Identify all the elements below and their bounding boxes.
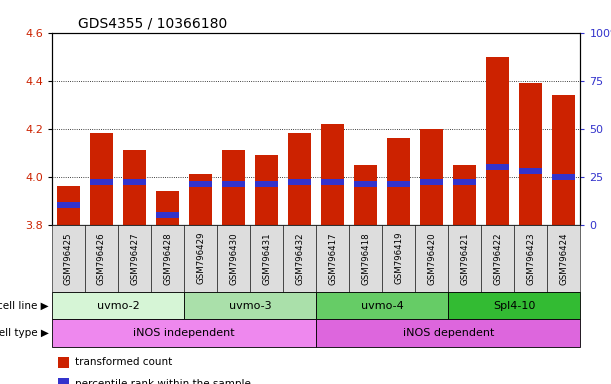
Bar (519, 83, 543, 225)
Text: cell line ▶: cell line ▶ (0, 301, 49, 311)
Text: GSM796426: GSM796426 (97, 232, 106, 285)
Text: GSM796417: GSM796417 (328, 232, 337, 285)
Text: GSM796425: GSM796425 (64, 232, 73, 285)
Text: transformed count: transformed count (75, 358, 172, 367)
Bar (486, 56, 510, 225)
Bar (90, 134, 113, 225)
Bar (321, 179, 344, 185)
Bar (453, 179, 477, 185)
Bar (453, 165, 477, 225)
Bar (288, 179, 311, 185)
Bar (288, 134, 311, 225)
Bar (222, 150, 245, 225)
Text: GSM796418: GSM796418 (361, 232, 370, 285)
Text: Spl4-10: Spl4-10 (493, 301, 536, 311)
Text: GSM796430: GSM796430 (229, 232, 238, 285)
Bar (387, 181, 411, 187)
Text: percentile rank within the sample: percentile rank within the sample (75, 379, 251, 384)
Text: GSM796428: GSM796428 (163, 232, 172, 285)
Bar (90, 179, 113, 185)
Text: GSM796431: GSM796431 (262, 232, 271, 285)
Bar (57, 186, 80, 225)
Bar (123, 179, 146, 185)
Text: uvmo-2: uvmo-2 (97, 301, 139, 311)
Bar (189, 174, 212, 225)
Bar (552, 174, 576, 180)
Bar (255, 181, 278, 187)
Text: GSM796422: GSM796422 (493, 232, 502, 285)
Bar (123, 150, 146, 225)
Text: iNOS dependent: iNOS dependent (403, 328, 494, 338)
Bar (156, 212, 179, 218)
Text: GSM796424: GSM796424 (560, 232, 568, 285)
Bar (255, 155, 278, 225)
Bar (387, 138, 411, 225)
Bar (222, 181, 245, 187)
Bar (156, 191, 179, 225)
Bar (354, 165, 378, 225)
Text: cell type ▶: cell type ▶ (0, 328, 49, 338)
Bar (321, 124, 344, 225)
Text: GSM796419: GSM796419 (394, 232, 403, 285)
Bar (189, 181, 212, 187)
Bar (420, 129, 444, 225)
Text: iNOS independent: iNOS independent (133, 328, 235, 338)
Bar (354, 181, 378, 187)
Text: uvmo-3: uvmo-3 (229, 301, 271, 311)
Text: GSM796432: GSM796432 (295, 232, 304, 285)
Bar (486, 164, 510, 170)
Text: GDS4355 / 10366180: GDS4355 / 10366180 (78, 16, 228, 30)
Text: GSM796421: GSM796421 (460, 232, 469, 285)
Text: GSM796429: GSM796429 (196, 232, 205, 285)
Text: GSM796420: GSM796420 (427, 232, 436, 285)
Bar (519, 168, 543, 174)
Text: uvmo-4: uvmo-4 (361, 301, 404, 311)
Text: GSM796423: GSM796423 (527, 232, 535, 285)
Bar (552, 95, 576, 225)
Bar (57, 202, 80, 209)
Bar (420, 179, 444, 185)
Text: GSM796427: GSM796427 (130, 232, 139, 285)
